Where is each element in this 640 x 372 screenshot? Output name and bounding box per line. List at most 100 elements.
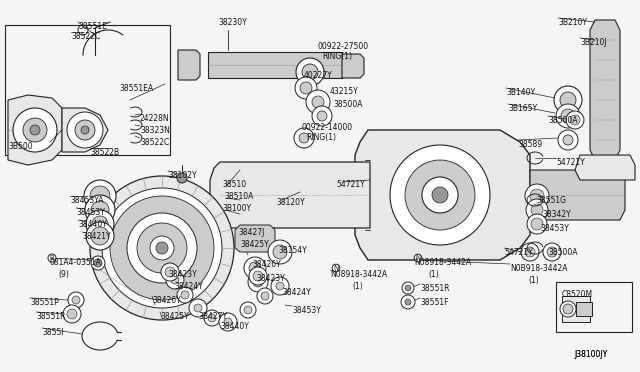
Text: 54721Y: 54721Y	[336, 180, 365, 189]
Circle shape	[63, 305, 81, 323]
Text: 3855I: 3855I	[42, 328, 63, 337]
Circle shape	[110, 196, 214, 300]
Circle shape	[67, 309, 77, 319]
Circle shape	[244, 257, 266, 279]
Text: (1): (1)	[428, 270, 439, 279]
Text: 38551G: 38551G	[536, 196, 566, 205]
Circle shape	[177, 173, 187, 183]
Circle shape	[23, 118, 47, 142]
Circle shape	[91, 201, 109, 219]
Circle shape	[75, 120, 95, 140]
Text: N: N	[333, 265, 339, 271]
Circle shape	[554, 86, 582, 114]
Circle shape	[248, 272, 268, 292]
Circle shape	[253, 277, 263, 287]
Text: 38230Y: 38230Y	[218, 18, 247, 27]
Circle shape	[295, 77, 317, 99]
Circle shape	[317, 111, 327, 121]
Text: 38510: 38510	[222, 180, 246, 189]
Text: 38522C: 38522C	[140, 138, 169, 147]
Polygon shape	[62, 108, 108, 152]
Circle shape	[204, 310, 220, 326]
Text: 38453Y: 38453Y	[76, 208, 105, 217]
Circle shape	[294, 128, 314, 148]
Circle shape	[68, 292, 84, 308]
Text: 43215Y: 43215Y	[330, 87, 359, 96]
Circle shape	[171, 276, 179, 284]
Text: RING(1): RING(1)	[322, 52, 352, 61]
Circle shape	[156, 242, 168, 254]
Circle shape	[560, 92, 576, 108]
Text: 3B100Y: 3B100Y	[222, 204, 251, 213]
Circle shape	[271, 277, 289, 295]
Text: B: B	[50, 255, 54, 261]
Circle shape	[561, 109, 575, 123]
Circle shape	[81, 126, 89, 134]
Circle shape	[208, 314, 216, 322]
Text: 38510A: 38510A	[224, 192, 253, 201]
Circle shape	[531, 204, 543, 216]
Circle shape	[150, 236, 174, 260]
Circle shape	[85, 195, 115, 225]
Polygon shape	[342, 54, 364, 78]
Polygon shape	[562, 296, 590, 322]
Text: 38423Y: 38423Y	[168, 270, 196, 279]
Polygon shape	[235, 225, 275, 252]
Text: 3B500: 3B500	[8, 142, 33, 151]
Text: 38323N: 38323N	[140, 126, 170, 135]
Text: 38453Y: 38453Y	[292, 306, 321, 315]
Text: 38154Y: 38154Y	[278, 246, 307, 255]
Circle shape	[253, 271, 263, 281]
Circle shape	[556, 104, 580, 128]
Polygon shape	[355, 130, 530, 260]
Circle shape	[530, 189, 544, 203]
Text: 38440Y: 38440Y	[78, 220, 107, 229]
Circle shape	[432, 187, 448, 203]
Text: 38453YA: 38453YA	[70, 196, 104, 205]
Text: 3B427Y: 3B427Y	[198, 312, 227, 321]
Text: (1): (1)	[528, 276, 539, 285]
Circle shape	[273, 245, 287, 259]
Text: 38500A: 38500A	[333, 100, 362, 109]
Circle shape	[547, 247, 557, 257]
Circle shape	[177, 287, 193, 303]
Circle shape	[300, 82, 312, 94]
Text: 24228N: 24228N	[140, 114, 170, 123]
Text: RING(1): RING(1)	[306, 133, 336, 142]
Circle shape	[525, 247, 535, 257]
Circle shape	[72, 296, 80, 304]
Circle shape	[261, 292, 269, 300]
Polygon shape	[8, 95, 62, 165]
Circle shape	[299, 133, 309, 143]
Text: 38424Y: 38424Y	[174, 282, 203, 291]
Text: 38425Y: 38425Y	[160, 312, 189, 321]
Circle shape	[405, 299, 411, 305]
Circle shape	[224, 318, 232, 326]
Text: 3B210Y: 3B210Y	[558, 18, 587, 27]
Circle shape	[390, 145, 490, 245]
Text: 38427J: 38427J	[238, 228, 264, 237]
Circle shape	[560, 301, 576, 317]
Bar	[5, 25, 170, 155]
Circle shape	[422, 177, 458, 213]
Text: 38426Y: 38426Y	[152, 296, 180, 305]
Circle shape	[570, 115, 580, 125]
Polygon shape	[575, 155, 635, 180]
Text: 38500A: 38500A	[548, 248, 577, 257]
Circle shape	[137, 223, 187, 273]
Circle shape	[249, 267, 267, 285]
Circle shape	[302, 64, 318, 80]
Polygon shape	[530, 170, 625, 220]
Circle shape	[92, 216, 108, 232]
Circle shape	[526, 199, 548, 221]
Text: 00922-27500: 00922-27500	[318, 42, 369, 51]
Circle shape	[90, 176, 234, 320]
Text: 38522C: 38522C	[71, 32, 100, 41]
Circle shape	[402, 282, 414, 294]
Text: (9): (9)	[58, 270, 69, 279]
Circle shape	[558, 130, 578, 150]
Circle shape	[30, 125, 40, 135]
Circle shape	[240, 302, 256, 318]
Circle shape	[306, 90, 330, 114]
Text: (1): (1)	[352, 282, 363, 291]
